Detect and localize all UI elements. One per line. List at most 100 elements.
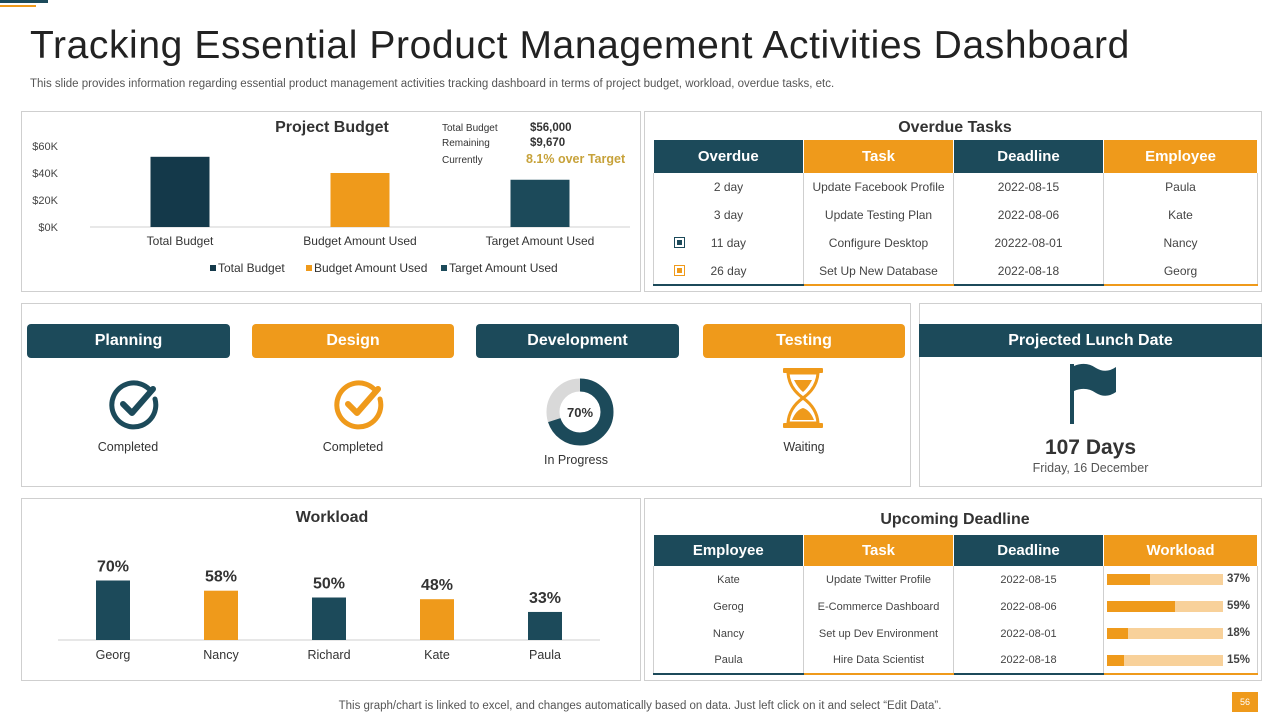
check-circle-icon	[334, 380, 384, 430]
workload-bar-fill	[1107, 628, 1128, 639]
launch-date: Friday, 16 December	[1032, 461, 1149, 475]
project-budget-title: Project Budget	[275, 119, 389, 136]
col-header-task: Task	[803, 535, 954, 566]
footer-note: This graph/chart is linked to excel, and…	[338, 700, 942, 712]
overdue-value: 11 day	[710, 236, 747, 250]
overdue-tasks-panel: Overdue Tasks Overdue Task Deadline Empl…	[644, 111, 1262, 292]
design-status: Completed	[322, 440, 384, 454]
workload-data-label: 70%	[97, 559, 129, 576]
deadline-cell: 2022-08-06	[953, 201, 1104, 229]
workload-x-label: Nancy	[203, 648, 239, 662]
workload-bar-track	[1107, 601, 1223, 612]
table-row: Gerog E-Commerce Dashboard 2022-08-06 59…	[653, 593, 1258, 620]
table-row: 3 day Update Testing Plan 2022-08-06 Kat…	[653, 201, 1258, 229]
summary-value: $9,670	[530, 137, 566, 149]
workload-cell: 18%	[1103, 620, 1258, 647]
page-subtitle: This slide provides information regardin…	[30, 78, 835, 90]
page-title: Tracking Essential Product Management Ac…	[30, 24, 1130, 67]
table-row: 2 day Update Facebook Profile 2022-08-15…	[653, 173, 1258, 201]
table-row: 11 day Configure Desktop 20222-08-01 Nan…	[653, 229, 1258, 257]
phase-development: Development	[476, 324, 679, 358]
launch-days: 107 Days	[1044, 436, 1137, 459]
budget-summary-row: Remaining $9,670	[442, 137, 642, 152]
workload-bar-fill	[1107, 655, 1125, 666]
development-status: In Progress	[544, 453, 608, 467]
workload-x-label: Kate	[424, 648, 450, 662]
planning-status: Completed	[97, 440, 159, 454]
task-cell: Set up Dev Environment	[803, 620, 954, 647]
y-tick-label: $20K	[32, 195, 58, 207]
deadline-cell: 2022-08-15	[953, 173, 1104, 201]
deadline-cell: 2022-08-18	[953, 257, 1104, 286]
deadline-cell: 2022-08-01	[953, 620, 1104, 647]
x-tick-label: Target Amount Used	[486, 234, 595, 248]
flag-icon	[1070, 363, 1116, 424]
overdue-cell: 26 day	[653, 257, 804, 286]
legend-square-orange-icon	[674, 265, 685, 276]
summary-label: Remaining	[442, 138, 490, 149]
col-header-workload: Workload	[1103, 535, 1258, 566]
workload-percent: 37%	[1227, 573, 1251, 585]
workload-bar-chart: 70% Georg 58% Nancy 50% Richard 48% Kate 33% Paul…	[58, 559, 600, 662]
summary-label: Total Budget	[442, 123, 498, 134]
budget-summary: Total Budget $56,000 Remaining $9,670 Curr…	[442, 122, 642, 167]
testing-status: Waiting	[783, 440, 825, 454]
upcoming-deadline-table: Employee Task Deadline Workload Kate Upd…	[653, 535, 1258, 675]
workload-bar	[204, 590, 238, 640]
budget-bar	[510, 179, 570, 227]
workload-title: Workload	[295, 509, 369, 526]
y-tick-label: $60K	[32, 141, 58, 153]
check-circle-icon	[109, 380, 159, 430]
workload-x-label: Georg	[96, 648, 131, 662]
employee-cell: Paula	[653, 647, 804, 675]
budget-summary-row: Currently 8.1% over Target	[442, 152, 642, 167]
overdue-tasks-table: Overdue Task Deadline Employee 2 day Upd…	[653, 140, 1258, 286]
col-header-task: Task	[803, 140, 954, 173]
y-tick-label: $40K	[32, 168, 58, 180]
col-header-overdue: Overdue	[653, 140, 804, 173]
workload-x-label: Paula	[529, 648, 561, 662]
deadline-cell: 2022-08-18	[953, 647, 1104, 675]
donut-progress-icon: 70%	[546, 378, 614, 446]
workload-bar-track	[1107, 628, 1223, 639]
top-accent-bar-orange	[0, 5, 36, 7]
workload-bar	[420, 599, 454, 640]
page-number: 56	[1232, 692, 1258, 712]
table-row: 26 day Set Up New Database 2022-08-18 Ge…	[653, 257, 1258, 286]
budget-bar-chart: $0K $20K $40K $60K Total Budget Budget Amount…	[32, 141, 630, 275]
task-cell: Update Facebook Profile	[803, 173, 954, 201]
legend-swatch	[441, 265, 447, 271]
deadline-cell: 2022-08-15	[953, 566, 1104, 593]
launch-title: Projected Lunch Date	[919, 324, 1262, 357]
phase-design: Design	[252, 324, 454, 358]
workload-bar	[312, 597, 346, 640]
task-cell: Update Testing Plan	[803, 201, 954, 229]
workload-cell: 59%	[1103, 593, 1258, 620]
employee-cell: Paula	[1103, 173, 1258, 201]
legend-swatch	[210, 265, 216, 271]
x-tick-label: Budget Amount Used	[303, 234, 416, 248]
task-cell: Update Twitter Profile	[803, 566, 954, 593]
project-budget-panel: Project Budget Total Budget $56,000 Remai…	[21, 111, 641, 292]
summary-value-highlight: 8.1% over Target	[526, 152, 626, 166]
workload-percent: 18%	[1227, 627, 1251, 639]
overdue-value: 26 day	[710, 263, 747, 278]
workload-cell: 15%	[1103, 647, 1258, 675]
col-header-employee: Employee	[1103, 140, 1258, 173]
workload-bar-fill	[1107, 574, 1150, 585]
employee-cell: Kate	[653, 566, 804, 593]
legend-square-dark-icon	[674, 237, 685, 248]
employee-cell: Kate	[1103, 201, 1258, 229]
employee-cell: Nancy	[1103, 229, 1258, 257]
summary-value: $56,000	[530, 122, 572, 134]
deadline-cell: 20222-08-01	[953, 229, 1104, 257]
overdue-cell: 3 day	[653, 201, 804, 229]
launch-panel: Projected Lunch Date 107 Days Friday, 16…	[919, 303, 1262, 487]
workload-cell: 37%	[1103, 566, 1258, 593]
workload-data-label: 48%	[421, 577, 453, 594]
workload-bar-fill	[1107, 601, 1176, 612]
workload-x-label: Richard	[307, 648, 350, 662]
budget-bar	[150, 156, 210, 227]
phase-testing: Testing	[703, 324, 905, 358]
x-tick-label: Total Budget	[147, 234, 214, 248]
